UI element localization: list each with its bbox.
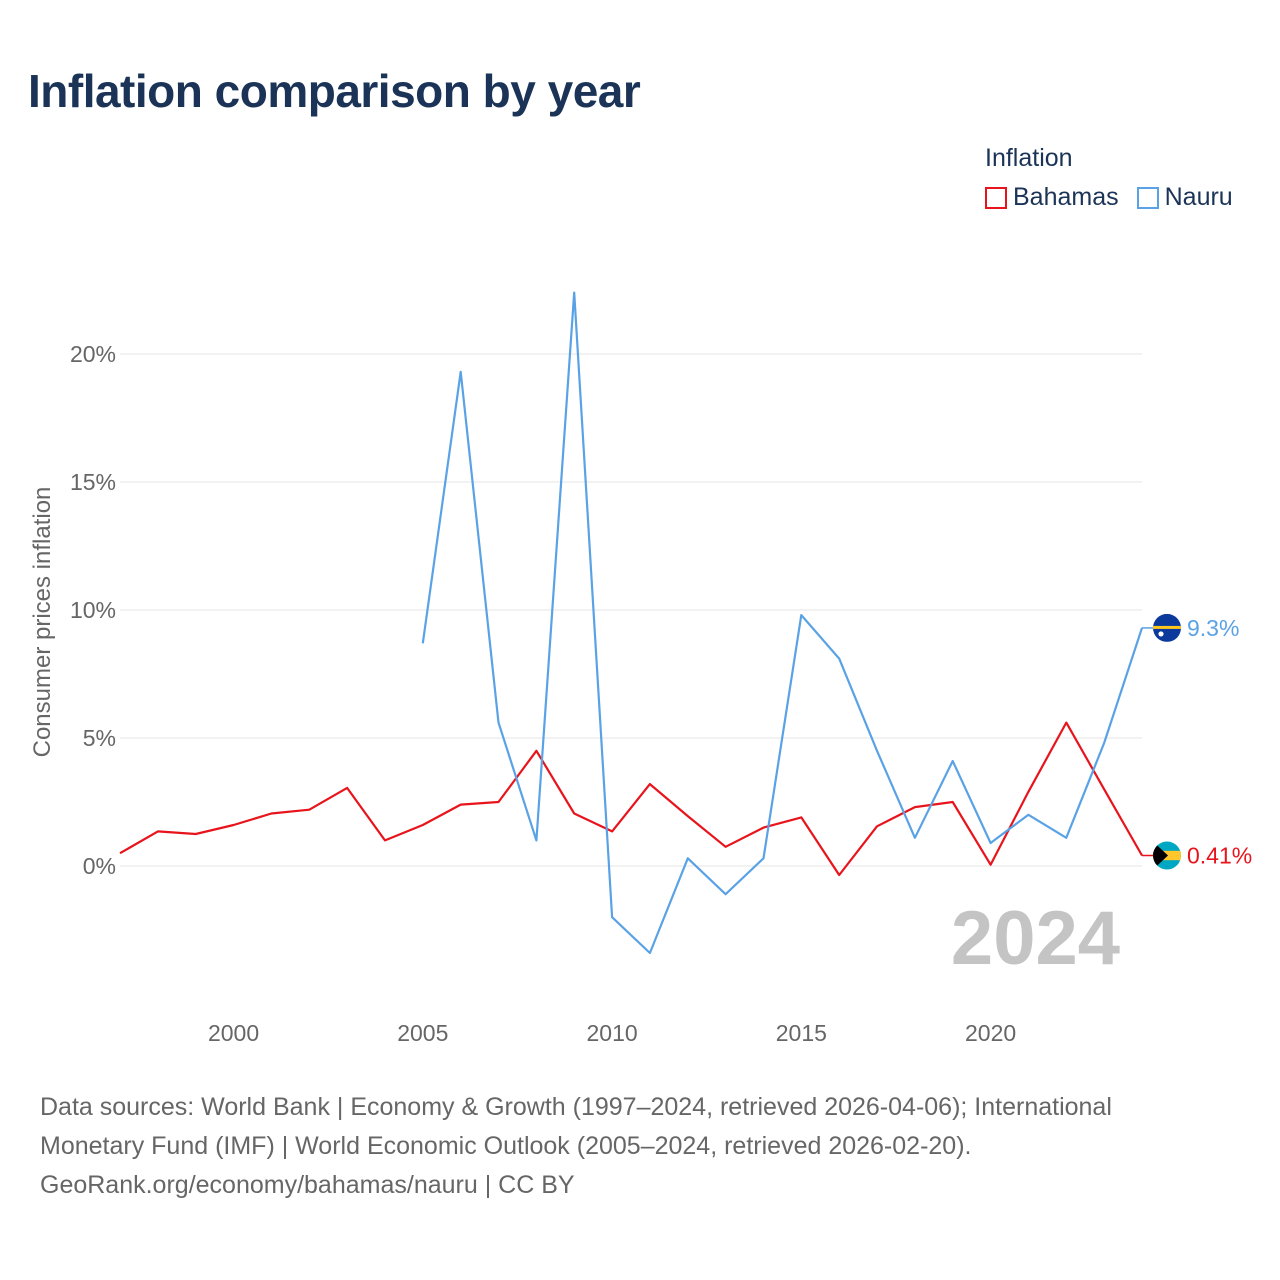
flag-bahamas-icon: [1153, 841, 1181, 870]
x-tick-label: 2000: [208, 1020, 259, 1046]
legend-swatch-bahamas: [985, 186, 1007, 209]
end-value-label-nauru: 9.3%: [1187, 615, 1239, 641]
y-tick-labels: 0% 5% 10% 15% 20%: [70, 341, 116, 879]
data-sources-footer: Data sources: World Bank | Economy & Gro…: [40, 1088, 1240, 1205]
y-tick-label: 10%: [70, 597, 116, 623]
y-tick-label: 0%: [83, 853, 116, 879]
legend: Inflation Bahamas Nauru: [985, 144, 1233, 212]
x-tick-label: 2015: [776, 1020, 827, 1046]
legend-item-nauru[interactable]: Nauru: [1136, 183, 1233, 212]
end-value-label-bahamas: 0.41%: [1187, 843, 1252, 869]
series-lines: [119, 291, 1144, 955]
x-tick-label: 2005: [397, 1020, 448, 1046]
legend-title: Inflation: [985, 144, 1073, 172]
y-tick-label: 5%: [83, 725, 116, 751]
flag-nauru-icon: [1153, 613, 1181, 642]
footer-line-2: Monetary Fund (IMF) | World Economic Out…: [40, 1132, 972, 1160]
page-title: Inflation comparison by year: [28, 65, 641, 117]
footer-line-1: Data sources: World Bank | Economy & Gro…: [40, 1093, 1112, 1121]
x-tick-labels: 2000 2005 2010 2015 2020: [208, 1020, 1016, 1046]
legend-item-bahamas[interactable]: Bahamas: [985, 183, 1119, 212]
x-tick-label: 2010: [586, 1020, 637, 1046]
footer-line-3: GeoRank.org/economy/bahamas/nauru | CC B…: [40, 1171, 575, 1199]
y-tick-label: 15%: [70, 469, 116, 495]
legend-label-nauru: Nauru: [1164, 183, 1233, 211]
legend-label-bahamas: Bahamas: [1013, 183, 1119, 211]
end-labels: 0.41% 9.3%: [1142, 613, 1252, 870]
series-line-nauru: [421, 291, 1144, 955]
legend-swatch-nauru: [1136, 186, 1159, 209]
gridlines: [120, 353, 1142, 867]
current-year-watermark: 2024: [951, 896, 1120, 981]
y-axis-label: Consumer prices inflation: [29, 487, 56, 758]
y-tick-label: 20%: [70, 341, 116, 367]
x-tick-label: 2020: [965, 1020, 1016, 1046]
series-line-bahamas: [119, 721, 1143, 877]
